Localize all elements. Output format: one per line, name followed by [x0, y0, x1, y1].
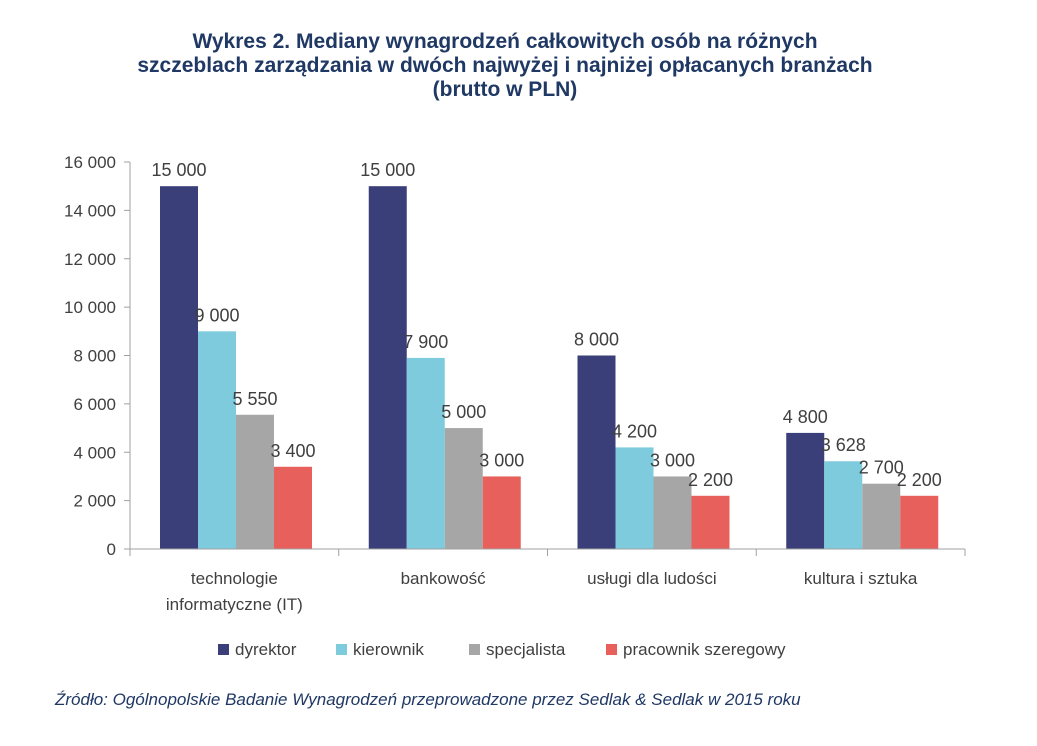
y-tick-label: 12 000 [64, 250, 116, 269]
bar [577, 355, 616, 549]
chart-title-line-3: (brutto w PLN) [432, 78, 578, 101]
bar-value-label: 3 628 [821, 435, 866, 455]
x-category-label: bankowość [401, 569, 487, 588]
chart-title: Wykres 2. Mediany wynagrodzeń całkowityc… [60, 30, 950, 102]
bar-value-label: 15 000 [151, 160, 206, 180]
y-tick-label: 6 000 [73, 395, 116, 414]
bar-value-label: 15 000 [360, 160, 415, 180]
bar [615, 447, 654, 549]
y-tick-label: 2 000 [73, 492, 116, 511]
x-category-label: technologie [191, 569, 278, 588]
legend-swatch [336, 644, 347, 655]
bar [444, 428, 483, 549]
bar [482, 476, 521, 549]
y-tick-label: 10 000 [64, 298, 116, 317]
legend-label: pracownik szeregowy [623, 640, 786, 659]
bar [198, 331, 236, 549]
bar-value-label: 4 800 [783, 407, 828, 427]
bar-value-label: 2 200 [897, 470, 942, 490]
bar [236, 414, 274, 549]
bar-value-label: 7 900 [403, 332, 448, 352]
bar-value-label: 3 400 [270, 441, 315, 461]
bar-value-label: 2 200 [688, 470, 733, 490]
bar-value-label: 3 000 [650, 450, 695, 470]
legend-label: dyrektor [235, 640, 297, 659]
bar [653, 476, 692, 549]
chart-title-line-2: szczeblach zarządzania w dwóch najwyżej … [137, 54, 873, 77]
legend-label: kierownik [353, 640, 424, 659]
y-tick-label: 0 [107, 540, 116, 559]
bar [786, 432, 825, 549]
bar [824, 461, 863, 549]
bar-value-label: 3 000 [479, 450, 524, 470]
bar-value-label: 5 000 [441, 402, 486, 422]
x-category-label: informatyczne (IT) [166, 595, 303, 614]
bar [274, 466, 312, 549]
bar-value-label: 9 000 [194, 305, 239, 325]
y-tick-label: 4 000 [73, 443, 116, 462]
bar-value-label: 4 200 [612, 421, 657, 441]
source-note: Źródło: Ogólnopolskie Badanie Wynagrodze… [55, 690, 801, 709]
bar [160, 186, 198, 549]
legend-label: specjalista [486, 640, 566, 659]
bar-value-label: 8 000 [574, 330, 619, 350]
y-tick-label: 14 000 [64, 201, 116, 220]
legend-swatch [606, 644, 617, 655]
bar [368, 186, 407, 549]
bar [406, 357, 445, 549]
legend-swatch [469, 644, 480, 655]
y-tick-label: 16 000 [64, 153, 116, 172]
bar [691, 495, 730, 549]
bar-value-label: 2 700 [859, 458, 904, 478]
x-category-label: usługi dla ludości [587, 569, 716, 588]
legend-swatch [218, 644, 229, 655]
bar [862, 483, 901, 549]
y-tick-label: 8 000 [73, 347, 116, 366]
bar [900, 495, 939, 549]
x-category-label: kultura i sztuka [804, 569, 918, 588]
chart-title-line-1: Wykres 2. Mediany wynagrodzeń całkowityc… [192, 30, 818, 53]
bar-value-label: 5 550 [232, 389, 277, 409]
